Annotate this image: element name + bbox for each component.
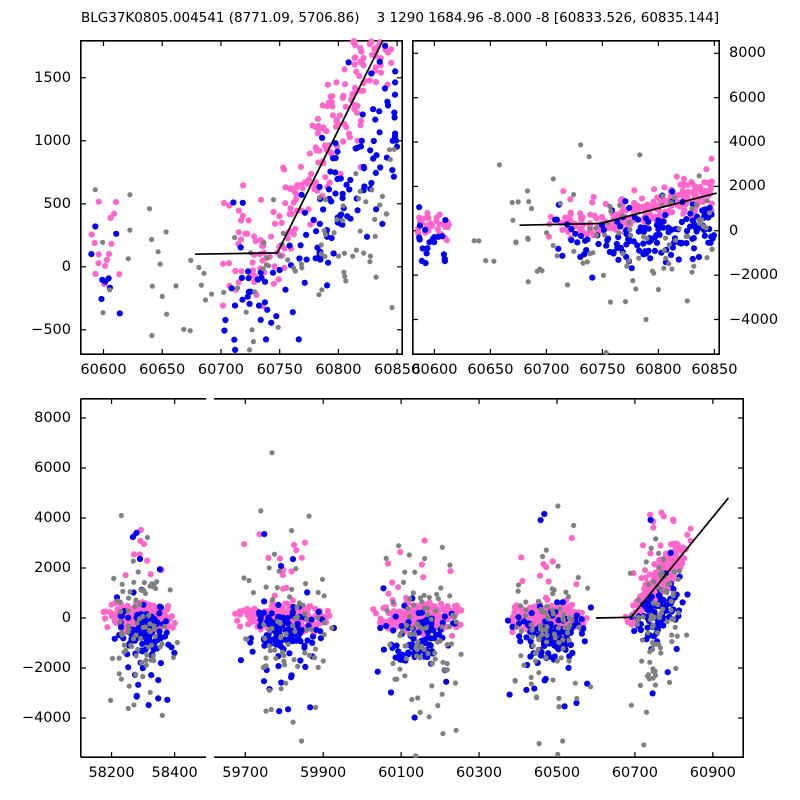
- bottom-panel[interactable]: 58200 58400 59700 59900 60100 60300 60500 60700…: [22, 398, 744, 781]
- tick-label: 4000: [34, 510, 71, 526]
- series-gray: [108, 450, 690, 759]
- tick-label: 2000: [729, 178, 766, 195]
- tick-label: 60600: [411, 362, 458, 378]
- tick-label: 59700: [222, 765, 269, 781]
- tick-label: 59900: [300, 765, 347, 781]
- tick-label: 60900: [689, 765, 736, 781]
- broken-fit-line: [595, 497, 730, 619]
- tick-label: −2000: [21, 660, 71, 676]
- tick-label: 60650: [467, 362, 514, 378]
- tick-label: 60750: [579, 362, 626, 378]
- tick-label: 60600: [80, 362, 127, 378]
- top-left-panel[interactable]: 60600 60650 60700 60750 60800 60850 −500 0 500 10…: [31, 38, 420, 378]
- broken-fit-line: [519, 192, 717, 227]
- tick-label: 0: [61, 258, 71, 275]
- plot-area: [412, 40, 720, 356]
- broken-fit-line: [195, 39, 384, 256]
- tick-label: −4000: [729, 311, 779, 328]
- series-magenta: [100, 509, 694, 642]
- tick-label: −500: [31, 321, 71, 338]
- top-right-panel[interactable]: 60600 60650 60700 60750 60800 60850 −4000 −2000…: [411, 40, 778, 378]
- figure-title: BLG37K0805.004541 (8771.09, 5706.86) 3 1…: [80, 10, 719, 26]
- plot-area: [80, 398, 744, 759]
- tick-label: 1000: [34, 132, 71, 149]
- series-gray: [471, 142, 715, 356]
- tick-label: 8000: [729, 45, 766, 62]
- tick-label: 58400: [151, 765, 198, 781]
- plot-area: [80, 38, 403, 355]
- tick-label: 2000: [34, 560, 71, 576]
- panel-frame: [412, 40, 720, 355]
- panel-frame: [80, 40, 403, 355]
- tick-label: 60800: [315, 362, 362, 378]
- tick-label: 500: [43, 195, 71, 212]
- tick-label: 60700: [611, 765, 658, 781]
- tick-label: 60650: [139, 362, 186, 378]
- tick-label: 60700: [523, 362, 570, 378]
- tick-label: 60500: [533, 765, 581, 781]
- tick-label: 4000: [729, 134, 766, 151]
- series-magenta: [415, 155, 715, 244]
- series-magenta: [88, 38, 395, 310]
- tick-label: 0: [729, 222, 739, 239]
- tick-label: 60100: [378, 765, 425, 781]
- tick-label: 6000: [729, 89, 766, 106]
- tick-label: 1500: [34, 69, 71, 86]
- tick-label: −2000: [729, 267, 779, 284]
- tick-label: 0: [61, 610, 71, 626]
- tick-label: 60750: [256, 362, 303, 378]
- tick-label: 60700: [197, 362, 245, 378]
- tick-label: 60800: [635, 362, 682, 378]
- tick-label: 8000: [34, 410, 71, 426]
- tick-label: 60850: [691, 362, 738, 378]
- panel-frame-left-segment: [80, 398, 207, 758]
- series-gray: [92, 146, 397, 353]
- tick-label: 60850: [374, 362, 421, 378]
- tick-label: 60300: [455, 765, 503, 781]
- tick-label: 58200: [88, 765, 135, 781]
- tick-label: 6000: [34, 460, 71, 476]
- tick-label: −4000: [21, 710, 71, 726]
